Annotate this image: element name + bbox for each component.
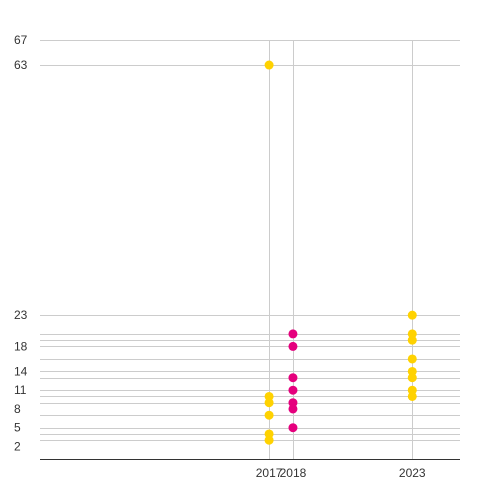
y-gridlines [40, 40, 460, 441]
scatter-point[interactable] [288, 329, 298, 339]
scatter-point[interactable] [264, 60, 274, 70]
x-tick-label: 2023 [399, 466, 426, 480]
y-tick-label: 8 [14, 402, 21, 416]
scatter-point[interactable] [288, 404, 298, 414]
scatter-point[interactable] [407, 329, 417, 339]
y-tick-label: 5 [14, 421, 21, 435]
scatter-point[interactable] [407, 354, 417, 364]
y-tick-label: 63 [14, 58, 28, 72]
scatter-point[interactable] [407, 335, 417, 345]
y-tick-label: 2 [14, 439, 21, 453]
scatter-point[interactable] [264, 429, 274, 439]
x-tick-label: 2017 [256, 466, 283, 480]
scatter-point[interactable] [264, 435, 274, 445]
scatter-point[interactable] [407, 366, 417, 376]
x-tick-label: 2018 [280, 466, 307, 480]
y-tick-label: 14 [14, 364, 28, 378]
y-tick-labels: 2 5 8 11 14 18 23 63 67 [14, 33, 28, 453]
scatter-point[interactable] [288, 341, 298, 351]
y-tick-label: 11 [14, 383, 27, 397]
scatter-point[interactable] [288, 385, 298, 395]
scatter-point[interactable] [288, 423, 298, 433]
scatter-point[interactable] [407, 373, 417, 383]
y-tick-label: 18 [14, 339, 28, 353]
scatter-point[interactable] [288, 398, 298, 408]
scatter-point[interactable] [264, 391, 274, 401]
data-points [264, 60, 417, 445]
y-tick-label: 67 [14, 33, 28, 47]
scatter-point[interactable] [264, 398, 274, 408]
scatter-point[interactable] [407, 310, 417, 320]
scatter-point[interactable] [264, 410, 274, 420]
scatter-point[interactable] [407, 385, 417, 395]
y-tick-label: 23 [14, 308, 28, 322]
scatter-point[interactable] [288, 373, 298, 383]
scatter-point[interactable] [407, 391, 417, 401]
